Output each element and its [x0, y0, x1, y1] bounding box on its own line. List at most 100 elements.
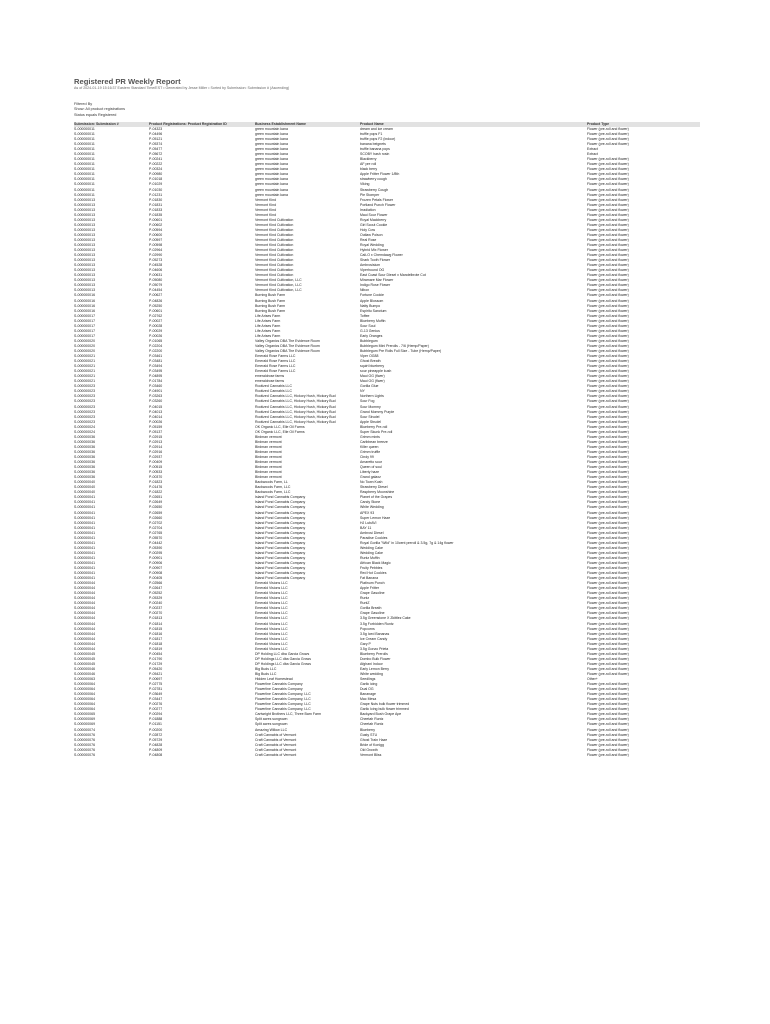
- table-row: S-000000044 P-01819 Emerald Visions LLC 3.5…: [74, 647, 700, 652]
- cell-product-registration-id: P-05570: [149, 535, 163, 540]
- cell-product-type: Flower (pre-roll and flower): [587, 661, 629, 666]
- cell-product-registration-id: P-03495: [149, 369, 163, 374]
- cell-submission: S-000000064: [74, 692, 96, 697]
- cell-product-registration-id: P-04323: [149, 126, 163, 131]
- table-row: S-000000044 P-01814 Emerald Visions LLC 3.5…: [74, 622, 700, 627]
- cell-product-type: Flower (pre-roll and flower): [587, 434, 629, 439]
- cell-product-name: Garlic icing: [360, 682, 378, 687]
- cell-business-name: Life Arises Farm: [255, 318, 281, 323]
- cell-product-type: Flower (pre-roll and flower): [587, 243, 629, 248]
- cell-business-name: Emerald Visions LLC: [255, 591, 288, 596]
- cell-product-name: RuntZ: [360, 601, 370, 606]
- cell-business-name: Island Pond Cannabis Company: [255, 525, 306, 530]
- cell-product-type: Extract: [587, 147, 598, 152]
- cell-business-name: Birdman vermont: [255, 460, 282, 465]
- cell-product-registration-id: P-01029: [149, 182, 163, 187]
- cell-business-name: Flowerline Cannabis Company, LLC: [255, 707, 311, 712]
- cell-product-type: Flower (pre-roll and flower): [587, 409, 629, 414]
- cell-product-registration-id: P-02566: [149, 581, 163, 586]
- table-row: S-000000041 P-04442 Island Pond Cannabis C…: [74, 541, 700, 546]
- table-row: S-000000013 P-00601 Vermont Kind Cultivati…: [74, 218, 700, 223]
- cell-product-registration-id: P-01784: [149, 379, 163, 384]
- table-row: S-000000024 P-05159 OK Organic LLC, Elle O…: [74, 425, 700, 430]
- cell-product-type: Flower (pre-roll and flower): [587, 253, 629, 258]
- header-product-type: Product Type: [587, 121, 610, 126]
- cell-business-name: green mountain kana: [255, 162, 288, 167]
- cell-product-name: Espiritu Sanctum: [360, 308, 387, 313]
- cell-submission: S-000000041: [74, 520, 96, 525]
- cell-product-registration-id: P-05080: [149, 278, 163, 283]
- cell-product-name: Vermont Bliss: [360, 752, 382, 757]
- table-row: S-000000013 P-05273 Vermont Kind Cultivati…: [74, 258, 700, 263]
- cell-product-type: Flower (pre-roll and flower): [587, 429, 629, 434]
- cell-product-name: Grape Gasoline: [360, 611, 385, 616]
- cell-product-name: Miramare Mar Flower: [360, 278, 394, 283]
- cell-product-registration-id: P-00601: [149, 308, 163, 313]
- cell-product-name: Fruity Pebbles: [360, 566, 383, 571]
- cell-product-registration-id: P-01814: [149, 621, 163, 626]
- cell-business-name: Backwoods Farm, LL: [255, 480, 288, 485]
- cell-business-name: Big Buds LLC: [255, 666, 277, 671]
- cell-business-name: Island Pond Cannabis Company: [255, 576, 306, 581]
- cell-product-registration-id: P-00027: [149, 318, 163, 323]
- cell-product-type: Flower (pre-roll and flower): [587, 167, 629, 172]
- cell-submission: S-000000036: [74, 470, 96, 475]
- cell-product-name: Cali-O x Chemdawg Flower: [360, 253, 403, 258]
- cell-product-type: Flower (pre-roll and flower): [587, 343, 629, 348]
- cell-product-registration-id: P-05374: [149, 142, 163, 147]
- table-row: S-000000013 P-01833 Vermont Kind Irradiatio…: [74, 208, 700, 213]
- cell-product-name: Outlaw Poison: [360, 232, 383, 237]
- cell-product-name: Cheetah Runtz: [360, 722, 384, 727]
- table-row: S-000000023 P-03263 Rootized Cannabis LLC,…: [74, 394, 700, 399]
- cell-product-registration-id: P-00295: [149, 550, 163, 555]
- table-row: S-000000041 P-02704 Island Pond Cannabis C…: [74, 526, 700, 531]
- cell-product-type: Flower (pre-roll and flower): [587, 308, 629, 313]
- cell-product-name: Planet of the Grapes: [360, 495, 393, 500]
- cell-product-registration-id: P-02649: [149, 500, 163, 505]
- cell-submission: S-000000074: [74, 727, 96, 732]
- cell-submission: S-000000013: [74, 232, 96, 237]
- cell-product-name: Irradiation: [360, 207, 376, 212]
- cell-product-registration-id: P-04828: [149, 742, 163, 747]
- cell-product-name: Gary P: [360, 641, 371, 646]
- cell-product-registration-id: P-02937: [149, 454, 163, 459]
- cell-submission: S-000000011: [74, 192, 95, 197]
- cell-product-name: Runtz: [360, 596, 370, 601]
- cell-product-type: Flower (pre-roll and flower): [587, 752, 629, 757]
- report-table: Submission: Submission # Product Registr…: [74, 121, 700, 758]
- cell-submission: S-000000044: [74, 601, 96, 606]
- header-business-name: Business Establishment Name: [255, 121, 306, 126]
- cell-product-registration-id: P-00901: [149, 555, 163, 560]
- cell-product-registration-id: P-01818: [149, 641, 163, 646]
- cell-submission: S-000000046: [74, 672, 96, 676]
- cell-submission: S-000000040: [74, 485, 96, 490]
- cell-product-name: Old Growth: [360, 747, 378, 752]
- cell-product-name: Holy Cow: [360, 227, 375, 232]
- cell-product-name: Apple Fritter: [360, 586, 380, 591]
- cell-submission: S-000000016: [74, 303, 96, 308]
- cell-product-type: Flower (pre-roll and flower): [587, 192, 629, 197]
- cell-business-name: Birdman vermont: [255, 449, 282, 454]
- cell-product-type: Flower (pre-roll and flower): [587, 510, 629, 515]
- cell-product-registration-id: P-03260: [149, 399, 163, 404]
- filter-show: Show: All product registrations: [74, 107, 126, 112]
- cell-submission: S-000000013: [74, 253, 96, 258]
- cell-product-name: Cindy 99: [360, 454, 374, 459]
- cell-submission: S-000000044: [74, 626, 96, 631]
- cell-product-type: Flower (pre-roll and flower): [587, 298, 629, 303]
- cell-business-name: Vermont Kind: [255, 212, 277, 217]
- table-row: S-000000046 P-05421 Big Buds LLC White wedd…: [74, 672, 700, 677]
- cell-business-name: green mountain kana: [255, 126, 288, 131]
- cell-product-registration-id: P-00594: [149, 227, 163, 232]
- cell-product-type: Flower (pre-roll and flower): [587, 682, 629, 687]
- cell-product-registration-id: P-02200: [149, 349, 163, 353]
- cell-business-name: Amazing Willow LLC: [255, 727, 288, 732]
- table-row: S-000000011 P-00980 green mountain kana App…: [74, 172, 700, 177]
- cell-product-type: Flower (pre-roll and flower): [587, 232, 629, 237]
- cell-product-name: truffle pops F1: [360, 131, 383, 136]
- cell-submission: S-000000017: [74, 323, 96, 328]
- cell-product-type: Flower (pre-roll and flower): [587, 404, 629, 409]
- table-row: S-000000040 P-01476 Backwoods Farm, LLC Str…: [74, 485, 700, 490]
- cell-business-name: Life Arises Farm: [255, 328, 281, 333]
- cell-product-type: Flower (pre-roll and flower): [587, 313, 629, 318]
